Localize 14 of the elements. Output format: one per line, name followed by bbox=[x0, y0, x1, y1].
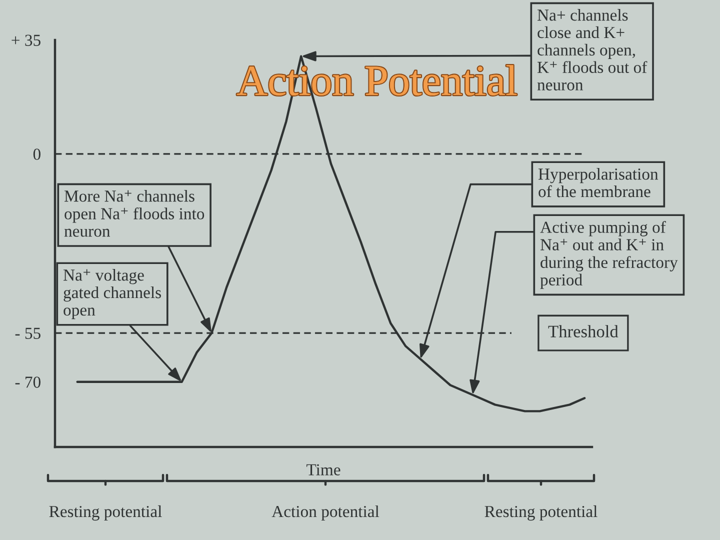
text: Resting potential bbox=[49, 505, 162, 521]
y-tick-label: - 70 bbox=[15, 376, 40, 388]
y-tick-label: + 35 bbox=[12, 34, 40, 46]
y-tick-label: 0 bbox=[33, 148, 40, 160]
x-axis-title: Time bbox=[306, 464, 340, 476]
ref-line-label: Threshold bbox=[548, 325, 618, 338]
y-tick-label: - 55 bbox=[15, 328, 40, 339]
annotation: Hyperpolarisation of the membrane bbox=[538, 168, 658, 198]
annotation: More Na⁺ channels open Na⁺ floods into neuron bbox=[64, 190, 204, 237]
annotation: Na⁺ voltage gated channels open bbox=[63, 269, 161, 320]
text: Action potential bbox=[272, 505, 380, 521]
text: Resting potential bbox=[484, 505, 598, 521]
annotation: Active pumping of Na⁺ out and K⁺ in during the refractory period bbox=[540, 221, 678, 289]
annotation: Na+ channels close and K+ channels open, K⁺ floods out of neuron bbox=[537, 9, 648, 90]
